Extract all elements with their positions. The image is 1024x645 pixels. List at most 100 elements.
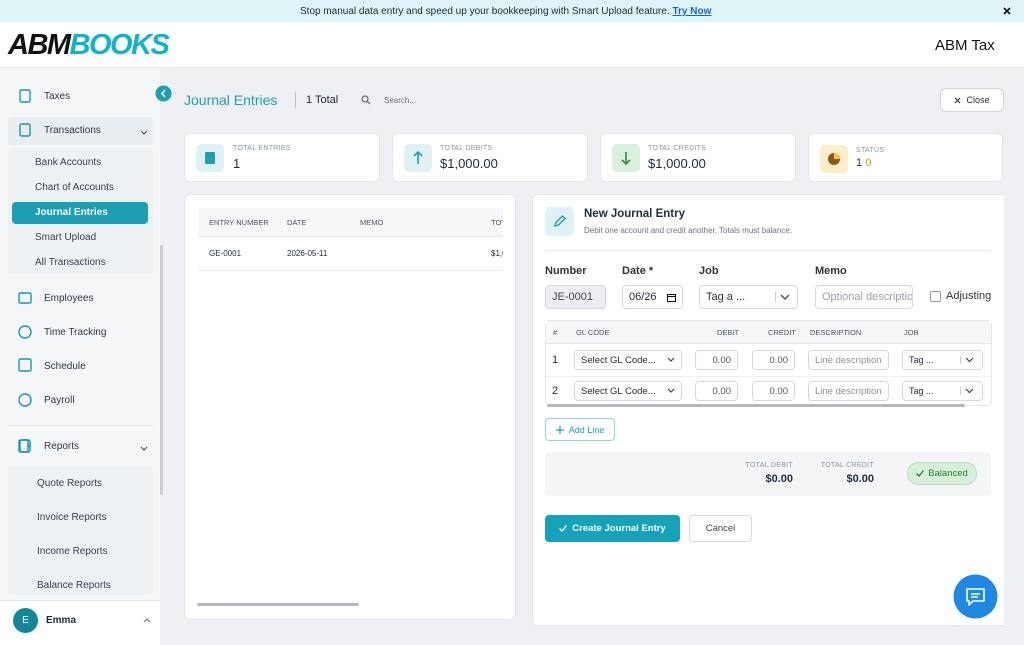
chevron [960, 356, 974, 364]
lines-header [546, 321, 991, 344]
cell[interactable]: GE-0001 [209, 249, 242, 258]
credit-input[interactable]: 0.00 [752, 350, 795, 370]
create-button[interactable]: Create Journal Entry [545, 515, 680, 542]
column-header: ENTRY NUMBER [209, 218, 269, 227]
chat-button[interactable] [953, 574, 998, 619]
banner-link[interactable]: Try Now [672, 6, 712, 17]
job-select[interactable]: Tag ... [902, 350, 983, 370]
column-header: DESCRIPTION [810, 328, 862, 337]
entries-panel [184, 194, 516, 620]
total-label: TOTAL CREDIT [820, 462, 874, 469]
close-label: Close [966, 95, 990, 105]
check-icon [916, 470, 925, 477]
submenu-item[interactable]: All Transactions [35, 257, 106, 268]
active-pill [12, 202, 148, 224]
date-input[interactable]: 06/26 [622, 285, 683, 309]
stat-icon [196, 144, 224, 172]
nav-item[interactable]: Taxes [44, 91, 71, 102]
field-label: Date * [622, 265, 654, 277]
nav-item[interactable]: Payroll [44, 395, 75, 406]
job-value: Tag ... [909, 386, 934, 396]
gl-value: Select GL Code... [581, 354, 656, 366]
chevron [143, 618, 151, 623]
gl-select[interactable]: Select GL Code... [574, 350, 682, 370]
avatar: E [13, 608, 38, 633]
debit-input[interactable]: 0.00 [695, 350, 738, 370]
banner-text: Stop manual data entry and speed up your… [300, 6, 711, 17]
stat-icon [404, 144, 432, 172]
cell: 2026-05-11 [287, 249, 328, 258]
submenu-item[interactable]: Quote Reports [37, 478, 103, 489]
adjusting-checkbox[interactable] [930, 291, 941, 302]
cell: $1,000.00 [491, 249, 503, 258]
stat-label: TOTAL CREDITS [648, 145, 707, 152]
balanced-badge: Balanced [907, 462, 977, 485]
form-title: New Journal Entry [584, 208, 685, 220]
job-select[interactable]: Tag ... [902, 381, 983, 401]
collapse-button[interactable] [155, 85, 172, 102]
form-panel [532, 194, 1004, 626]
row-divider [546, 376, 991, 377]
debit-input[interactable]: 0.00 [695, 381, 738, 401]
submenu [8, 467, 153, 595]
column-header: DEBIT [717, 328, 740, 337]
description-input[interactable]: Line description [808, 381, 889, 401]
job-select[interactable]: Tag a ... [699, 285, 798, 309]
search-input[interactable]: Search... [384, 96, 417, 105]
user-name: Emma [46, 615, 77, 626]
submenu-item[interactable]: Bank Accounts [35, 157, 102, 168]
table-header [198, 208, 503, 237]
chevron [960, 387, 974, 395]
sidebar-scrollbar [160, 245, 163, 495]
form-icon [545, 207, 574, 236]
divider [295, 92, 296, 108]
column-header: CREDIT [768, 328, 796, 337]
nav-item[interactable]: Schedule [44, 361, 86, 372]
chevron [140, 130, 148, 135]
field-label: Number [545, 265, 587, 277]
form-subtitle: Debit one account and credit another. To… [584, 226, 792, 235]
submenu-item[interactable]: Invoice Reports [37, 512, 107, 523]
row-divider [198, 270, 503, 271]
close-button[interactable]: Close [940, 88, 1004, 112]
logo-left: ABM [8, 29, 71, 61]
logo-right: BOOKS [69, 29, 170, 61]
add-line-label: Add Line [568, 424, 605, 435]
description-input[interactable]: Line description [808, 350, 889, 370]
gl-value: Select GL Code... [581, 385, 656, 397]
submenu-item[interactable]: Smart Upload [35, 232, 97, 243]
column-header: # [553, 328, 558, 337]
stat-label: TOTAL DEBITS [440, 145, 493, 152]
banner-close[interactable] [1003, 7, 1011, 15]
column-header: TOTAL [491, 218, 503, 227]
number-input[interactable]: JE-0001 [545, 285, 606, 309]
nav-item[interactable]: Reports [44, 441, 80, 452]
search-icon [361, 95, 371, 105]
total-label: TOTAL DEBIT [745, 462, 793, 469]
close-icon [955, 97, 961, 103]
stat-label: TOTAL ENTRIES [233, 145, 291, 152]
cancel-button[interactable]: Cancel [689, 515, 752, 542]
balanced-label: Balanced [928, 468, 968, 479]
total-count: 1 Total [306, 94, 339, 106]
submenu-item[interactable]: Chart of Accounts [35, 182, 114, 193]
stat-label: STATUS [856, 147, 885, 154]
submenu-item-active[interactable]: Journal Entries [35, 207, 108, 218]
header [0, 22, 1024, 68]
logo[interactable]: ABMBOOKS [8, 29, 170, 62]
column-header: DATE [287, 218, 307, 227]
nav-item[interactable]: Transactions [44, 125, 101, 136]
submenu-item[interactable]: Balance Reports [37, 580, 111, 591]
h-scrollbar [197, 603, 359, 606]
submenu-item[interactable]: Income Reports [37, 546, 108, 557]
nav-item[interactable]: Time Tracking [44, 327, 107, 338]
add-line-button[interactable]: Add Line [545, 418, 615, 441]
column-header: JOB [904, 328, 919, 337]
credit-input[interactable]: 0.00 [752, 381, 795, 401]
gl-select[interactable]: Select GL Code... [574, 381, 682, 401]
stat-value: 1 0 [856, 157, 871, 169]
memo-input[interactable]: Optional description [815, 285, 913, 309]
field-label: Memo [815, 265, 847, 277]
nav-item[interactable]: Employees [44, 293, 94, 304]
